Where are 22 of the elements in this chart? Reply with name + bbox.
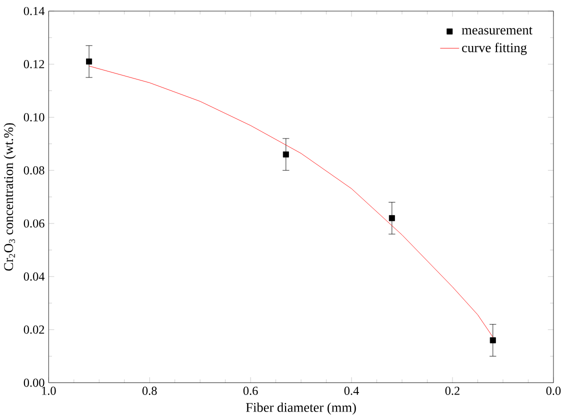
x-tick-label: 0.8 <box>142 386 157 395</box>
y-tick-label: 0.12 <box>24 60 44 68</box>
x-tick-label: 0.2 <box>445 386 460 395</box>
y-tick-label: 0.00 <box>24 378 44 387</box>
x-axis-title: Fiber diameter (mm) <box>246 402 356 414</box>
y-tick-label: 0.08 <box>24 166 44 174</box>
legend-label: curve fitting <box>462 42 527 55</box>
y-axis-title: Cr$_{2}$O$_{3}$ concentration (wt.%) <box>4 123 16 271</box>
x-tick-label: 1.0 <box>42 386 56 395</box>
y-tick-label: 0.06 <box>24 219 44 228</box>
y-tick-label: 0.14 <box>24 6 45 16</box>
legend-label: measurement <box>462 26 532 34</box>
y-tick-label: 0.04 <box>24 272 45 281</box>
x-tick-label: 0.0 <box>546 386 561 395</box>
y-tick-label: 0.10 <box>24 112 44 122</box>
y-tick-label: 0.02 <box>24 325 44 334</box>
point <box>86 58 92 64</box>
x-tick-label: 0.4 <box>344 386 359 395</box>
point <box>490 337 496 344</box>
point <box>388 214 395 221</box>
point <box>282 151 289 158</box>
x-tick-label: 0.6 <box>243 386 258 395</box>
